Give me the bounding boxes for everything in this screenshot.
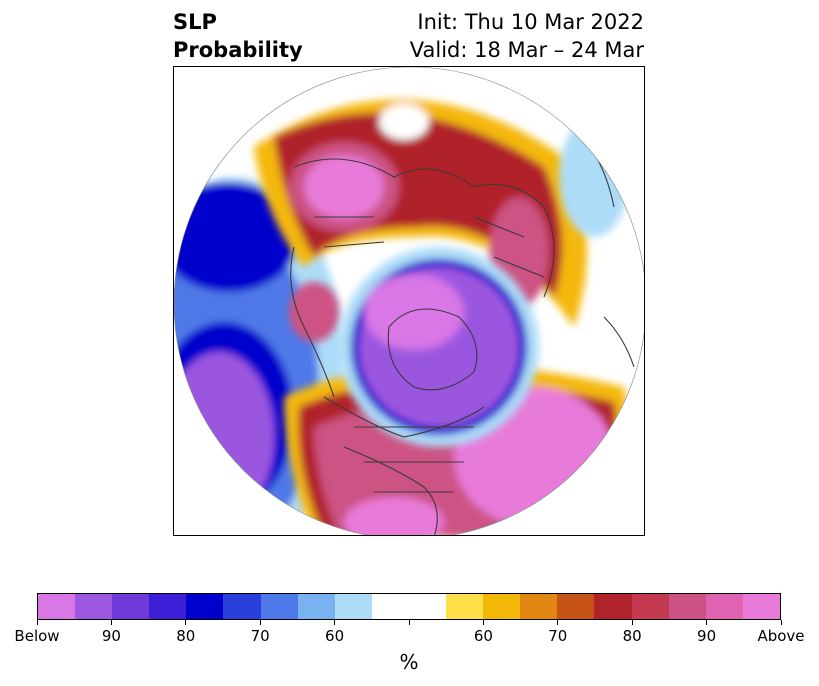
colorbar-segment [408, 594, 447, 619]
colorbar-segment [112, 594, 150, 619]
colorbar-segment [186, 594, 224, 619]
colorbar-segment [668, 594, 706, 619]
colorbar-segment [149, 594, 187, 619]
colorbar [37, 593, 781, 620]
colorbar-tick-label: 90 [697, 627, 717, 645]
probability-map [173, 66, 645, 536]
polar-map-svg [174, 67, 644, 535]
colorbar-segment [631, 594, 669, 619]
colorbar-tick-label: 80 [176, 627, 196, 645]
colorbar-tick [780, 620, 782, 625]
colorbar-tick-label: 60 [325, 627, 345, 645]
above-eurasia-anomaly [254, 99, 587, 327]
colorbar-tick-label: 70 [548, 627, 568, 645]
colorbar-segment [371, 594, 409, 619]
below-arctic-europe-anomaly [559, 117, 629, 237]
colorbar-segment [483, 594, 521, 619]
colorbar-segment [223, 594, 261, 619]
colorbar-segment [557, 594, 595, 619]
colorbar-tick [259, 620, 261, 625]
colorbar-tick [557, 620, 559, 625]
above-atlantic-anomaly [284, 282, 628, 535]
colorbar-segment [260, 594, 298, 619]
colorbar-segment [334, 594, 372, 619]
colorbar-segment [705, 594, 743, 619]
title-line-1: SLP [173, 10, 217, 34]
coastlines [290, 126, 635, 535]
title-line-2: Probability [173, 38, 303, 62]
colorbar-tick [185, 620, 187, 625]
colorbar-tick [482, 620, 484, 625]
colorbar-unit: % [399, 650, 419, 674]
init-date: Init: Thu 10 Mar 2022 [417, 10, 644, 34]
colorbar-segment [297, 594, 335, 619]
colorbar-tick-label: Below [14, 627, 60, 645]
colorbar-segment [520, 594, 558, 619]
colorbar-tick-label: 90 [101, 627, 121, 645]
colorbar-tick [334, 620, 336, 625]
colorbar-segment [75, 594, 113, 619]
forecast-dates: Init: Thu 10 Mar 2022 Valid: 18 Mar – 24… [410, 8, 644, 64]
valid-range: Valid: 18 Mar – 24 Mar [409, 38, 644, 62]
colorbar-tick [110, 620, 112, 625]
colorbar-tick [36, 620, 38, 625]
colorbar-segment [742, 594, 780, 619]
colorbar-tick-label: 60 [473, 627, 493, 645]
colorbar-tick-label: Above [757, 627, 805, 645]
map-title: SLP Probability [173, 8, 303, 64]
colorbar-tick [706, 620, 708, 625]
colorbar-tick [631, 620, 633, 625]
colorbar-tick [408, 620, 410, 625]
colorbar-segment [594, 594, 632, 619]
below-polar-anomaly [339, 247, 539, 447]
colorbar-segment [446, 594, 484, 619]
colorbar-tick-label: 80 [622, 627, 642, 645]
colorbar-segment [38, 594, 76, 619]
colorbar-tick-label: 70 [250, 627, 270, 645]
